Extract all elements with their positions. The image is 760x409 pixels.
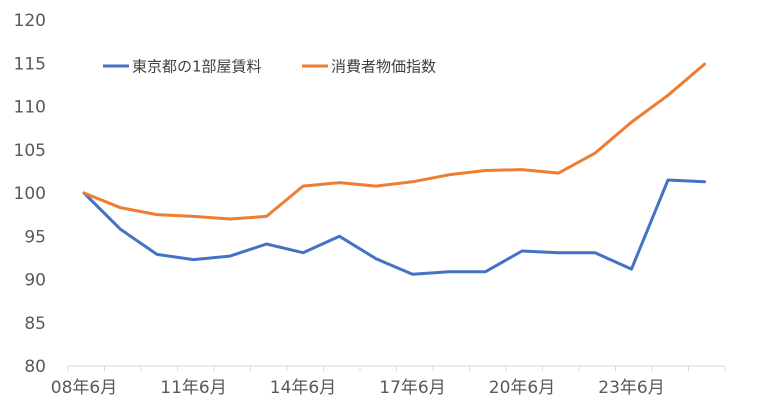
x-tick-label: 11年6月 (160, 378, 226, 398)
series-line-1 (82, 178, 706, 276)
y-tick-label: 115 (14, 54, 46, 74)
y-tick-label: 85 (24, 314, 46, 334)
y-tick-label: 80 (24, 357, 46, 377)
x-axis-ticks: 08年6月 11年6月 14年6月 17年6月 20年6月 23年6月 (51, 366, 726, 398)
x-tick-label: 14年6月 (270, 378, 336, 398)
y-tick-label: 100 (14, 184, 46, 204)
x-tick-label: 17年6月 (379, 378, 445, 398)
series-line-2 (82, 62, 706, 221)
y-tick-label: 95 (24, 227, 46, 247)
legend: 東京都の1部屋賃料 消費者物価指数 (103, 58, 436, 76)
y-tick-label: 105 (14, 141, 46, 161)
y-tick-label: 110 (14, 98, 46, 118)
x-tick-label: 23年6月 (598, 378, 664, 398)
y-tick-label: 90 (24, 271, 46, 291)
legend-label-2: 消費者物価指数 (331, 58, 436, 76)
y-tick-label: 120 (14, 11, 46, 31)
x-tick-label: 20年6月 (489, 378, 555, 398)
legend-label-1: 東京都の1部屋賃料 (132, 58, 262, 76)
x-tick-label: 08年6月 (51, 378, 117, 398)
series-layer (82, 62, 706, 276)
y-axis-ticks: 80 85 90 95 100 105 110 115 120 (14, 11, 46, 377)
